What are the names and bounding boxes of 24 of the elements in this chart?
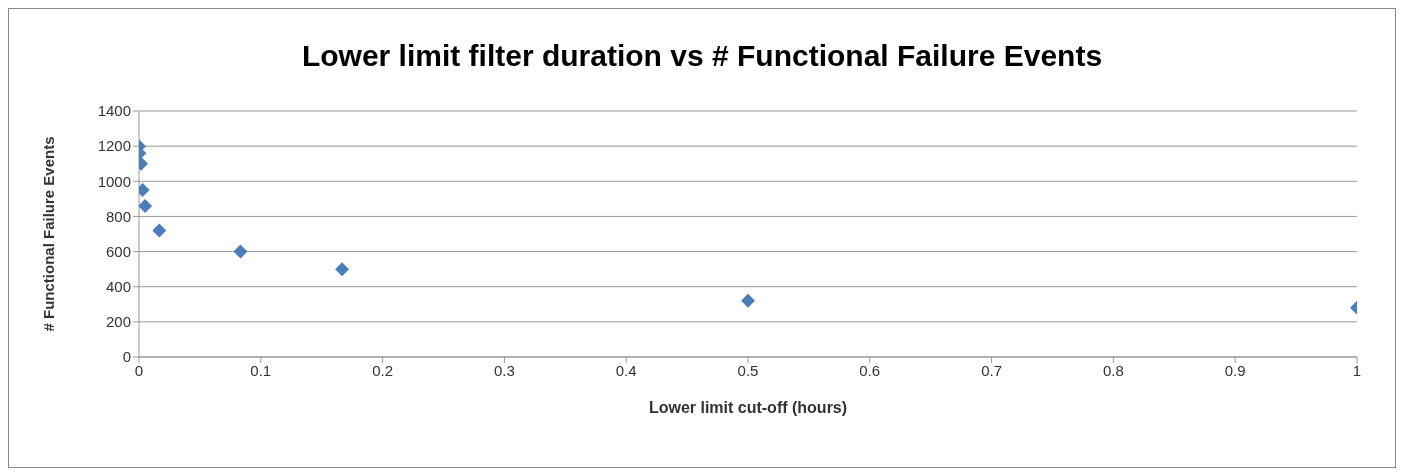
- y-tick-label: 1000: [97, 172, 131, 190]
- y-tick-label: 1400: [97, 102, 131, 120]
- x-tick-label: 0.1: [250, 361, 272, 379]
- y-tick-label: 800: [105, 207, 131, 225]
- y-axis-title: # Functional Failure Events: [40, 136, 58, 332]
- y-tick-label: 1200: [97, 137, 131, 155]
- x-tick-label: 0.6: [859, 361, 881, 379]
- x-tick-label: 1: [1352, 361, 1362, 379]
- x-tick-label: 0: [134, 361, 144, 379]
- x-tick-label: 0.9: [1224, 361, 1246, 379]
- y-tick-label: 600: [105, 242, 131, 260]
- y-tick-label: 0: [122, 348, 131, 366]
- x-tick-label: 0.8: [1102, 361, 1124, 379]
- y-tick-label: 200: [105, 313, 131, 331]
- point: [139, 198, 153, 213]
- x-axis-title: Lower limit cut-off (hours): [648, 399, 848, 416]
- x-tick-label: 0.2: [372, 361, 394, 379]
- y-tick-label: 400: [105, 278, 131, 296]
- x-tick-label: 0.4: [615, 361, 637, 379]
- point: [741, 293, 755, 308]
- x-tick-label: 0.5: [737, 361, 759, 379]
- x-tick-label: 0.7: [981, 361, 1003, 379]
- chart-title: Lower limit filter duration vs # Functional Failure Events: [300, 39, 1104, 73]
- x-tick-label: 0.3: [493, 361, 515, 379]
